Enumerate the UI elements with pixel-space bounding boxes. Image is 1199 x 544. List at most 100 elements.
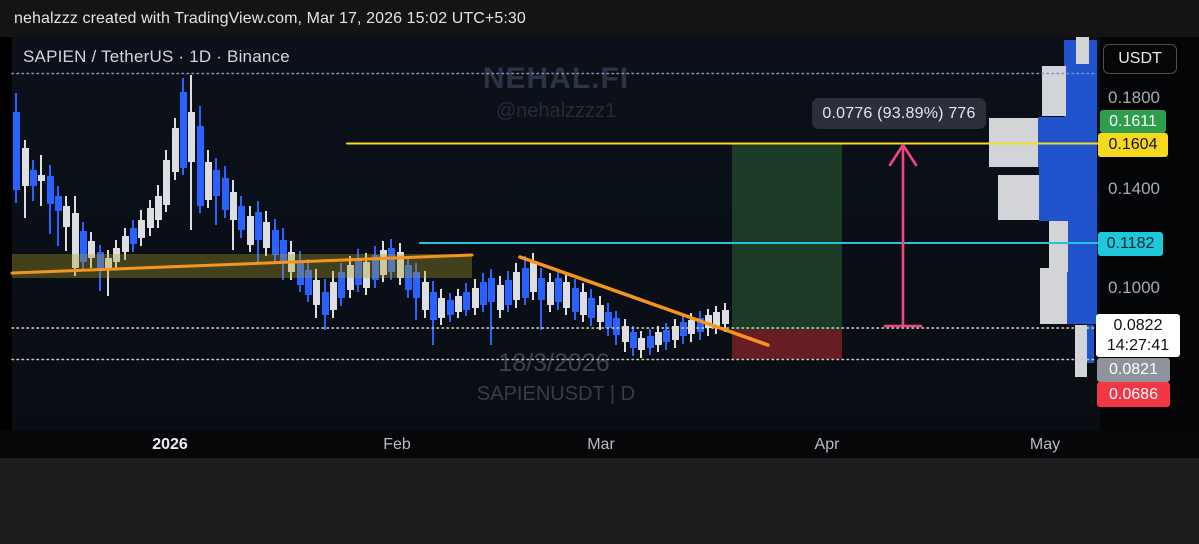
candle-body (62, 206, 70, 227)
candle-body (329, 282, 337, 310)
symbol-title: SAPIEN / TetherUS · 1D · Binance (23, 47, 290, 66)
price-axis-label: 0.1000 (1108, 278, 1160, 297)
candle-body (462, 292, 470, 310)
price-badge: 0.0686 (1097, 382, 1170, 407)
chart-line (10, 253, 474, 275)
candle-body (279, 240, 287, 262)
candle-body (521, 268, 529, 298)
candle-body (454, 296, 462, 312)
price-badge: 0.1611 (1100, 110, 1166, 133)
chart-line (888, 143, 905, 167)
candle-body (362, 262, 370, 288)
price-badge: 0.0821 (1097, 358, 1170, 382)
watermark-brand: NEHAL.FI (482, 62, 630, 95)
candle-body (471, 288, 479, 308)
candle-body (429, 292, 437, 320)
candle-body (537, 278, 545, 300)
candle-body (254, 212, 262, 240)
right-edge-block (1040, 268, 1067, 324)
candle-body (704, 315, 712, 328)
candle-body (587, 298, 595, 318)
candle-body (721, 310, 729, 324)
candle-body (487, 278, 495, 302)
watermark-handle: @nehalzzzz1 (495, 100, 617, 122)
candle-body (446, 300, 454, 315)
chart-line (518, 255, 770, 347)
candle-body (412, 272, 420, 298)
candle-body (321, 292, 329, 315)
candle-body (671, 326, 679, 340)
candle-body (646, 336, 654, 348)
time-axis-label: 2026 (152, 436, 188, 453)
candle-body (629, 332, 637, 348)
attribution-bar: nehalzzz created with TradingView.com, M… (0, 0, 1199, 37)
candle-body (154, 196, 162, 220)
price-badge: 0.0822 14:27:41 (1096, 314, 1180, 357)
candle-body (237, 206, 245, 230)
candle-body (304, 270, 312, 295)
price-axis-label: 0.1400 (1108, 179, 1160, 198)
long-target-zone (732, 144, 842, 330)
candle-body (137, 220, 145, 238)
candle-body (337, 272, 345, 298)
candle-body (196, 126, 204, 206)
time-axis-label: Feb (383, 436, 411, 453)
candle-body (571, 288, 579, 312)
candle-body (437, 298, 445, 318)
candle-body (512, 272, 520, 300)
candle-wick (57, 186, 59, 246)
candle-body (204, 162, 212, 200)
candle-body (421, 282, 429, 310)
candle-body (546, 282, 554, 305)
right-edge-block (1075, 325, 1087, 377)
candle-wick (490, 269, 492, 345)
candle-body (271, 230, 279, 255)
price-badge: 0.1604 (1098, 133, 1168, 157)
currency-button[interactable]: USDT (1103, 44, 1177, 74)
right-edge-block (1042, 66, 1066, 116)
candle-body (54, 196, 62, 211)
candle-body (696, 318, 704, 332)
right-edge-block (1076, 37, 1089, 64)
candle-body (712, 312, 720, 326)
candle-body (296, 262, 304, 285)
candle-body (79, 231, 87, 262)
time-axis[interactable]: 2026 Feb Mar Apr May (0, 430, 1199, 458)
candle-body (37, 175, 45, 181)
candle-body (96, 252, 104, 269)
candle-body (46, 176, 54, 204)
candle-body (596, 305, 604, 322)
candle-body (129, 228, 137, 244)
candle-body (387, 248, 395, 272)
watermark-date: 18/3/2026 (498, 349, 610, 377)
right-edge-block (1049, 221, 1068, 272)
right-edge-block (1086, 325, 1094, 363)
candle-body (312, 280, 320, 305)
candle-body (612, 318, 620, 335)
candle-body (262, 222, 270, 248)
attribution-text: nehalzzz created with TradingView.com, M… (14, 10, 526, 27)
candle-body (679, 322, 687, 336)
candle-body (404, 265, 412, 290)
candle-body (529, 262, 537, 292)
price-badge: 0.1182 (1098, 232, 1163, 256)
candle-body (662, 330, 670, 342)
candle-body (71, 213, 79, 268)
measure-tooltip: 0.0776 (93.89%) 776 (812, 98, 986, 129)
candle-body (171, 128, 179, 172)
candle-body (146, 208, 154, 228)
candle-body (246, 216, 254, 245)
time-axis-label: Mar (587, 436, 615, 453)
chart-line (901, 143, 918, 167)
candle-body (104, 258, 112, 268)
right-edge-block (1039, 167, 1065, 221)
candle-body (121, 236, 129, 252)
candle-body (637, 338, 645, 350)
time-axis-label: Apr (814, 436, 840, 453)
candle-body (21, 148, 29, 186)
candle-body (162, 160, 170, 205)
candle-body (554, 278, 562, 302)
candle-body (221, 178, 229, 210)
